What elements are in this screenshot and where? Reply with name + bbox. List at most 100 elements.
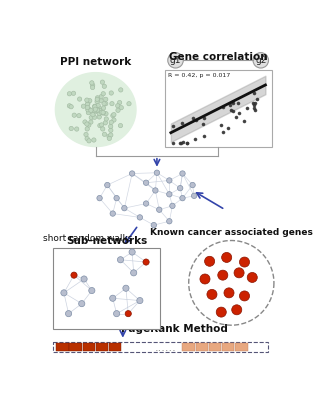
Circle shape: [107, 134, 111, 138]
Circle shape: [180, 196, 185, 201]
Circle shape: [86, 108, 90, 112]
Circle shape: [112, 112, 116, 117]
Circle shape: [200, 274, 210, 284]
Circle shape: [95, 108, 99, 112]
Circle shape: [67, 92, 72, 96]
Circle shape: [167, 178, 172, 183]
Circle shape: [93, 104, 97, 108]
Point: [228, 107, 233, 113]
Circle shape: [239, 291, 249, 301]
Circle shape: [111, 114, 115, 118]
Circle shape: [104, 102, 108, 106]
Point: [179, 120, 184, 126]
Circle shape: [156, 207, 162, 212]
Circle shape: [92, 115, 97, 120]
Circle shape: [143, 180, 149, 186]
Circle shape: [117, 100, 122, 105]
Circle shape: [97, 196, 102, 201]
Circle shape: [85, 122, 89, 126]
Point: [252, 107, 257, 114]
Circle shape: [67, 104, 72, 108]
Circle shape: [93, 107, 97, 111]
Circle shape: [125, 310, 131, 317]
Circle shape: [167, 218, 172, 224]
Circle shape: [116, 108, 120, 112]
Text: PageRank Method: PageRank Method: [121, 324, 228, 334]
Point: [171, 123, 176, 130]
Circle shape: [224, 288, 234, 298]
Circle shape: [110, 295, 116, 301]
Circle shape: [85, 136, 89, 141]
Circle shape: [104, 97, 108, 102]
Circle shape: [104, 112, 108, 116]
Circle shape: [90, 83, 95, 87]
Circle shape: [180, 171, 185, 176]
Circle shape: [99, 94, 103, 99]
Point: [251, 105, 256, 111]
Circle shape: [84, 132, 88, 137]
Circle shape: [177, 186, 183, 191]
Point: [252, 102, 257, 108]
Point: [201, 121, 206, 127]
Circle shape: [232, 305, 242, 315]
Text: g1: g1: [170, 56, 181, 65]
Bar: [109, 343, 121, 351]
Point: [180, 138, 185, 145]
Circle shape: [89, 116, 93, 120]
Circle shape: [143, 201, 149, 206]
Point: [250, 100, 255, 106]
Point: [252, 90, 257, 96]
Circle shape: [109, 120, 113, 124]
Circle shape: [247, 272, 257, 282]
Circle shape: [102, 102, 106, 106]
Circle shape: [69, 104, 73, 109]
Circle shape: [90, 110, 95, 114]
Circle shape: [131, 270, 137, 276]
Point: [170, 140, 175, 146]
Circle shape: [87, 139, 91, 143]
Circle shape: [151, 222, 156, 228]
Circle shape: [110, 102, 114, 106]
Polygon shape: [55, 73, 136, 146]
Point: [241, 118, 246, 124]
Bar: [69, 343, 82, 351]
Circle shape: [123, 285, 129, 291]
Circle shape: [86, 110, 90, 115]
Bar: [235, 343, 248, 351]
Circle shape: [93, 108, 97, 113]
Circle shape: [114, 310, 120, 317]
Point: [178, 140, 183, 146]
Point: [192, 136, 197, 142]
Point: [229, 99, 234, 105]
Circle shape: [85, 127, 90, 131]
Circle shape: [104, 117, 109, 121]
Circle shape: [103, 121, 108, 125]
Circle shape: [89, 288, 95, 294]
Circle shape: [117, 257, 124, 263]
Circle shape: [95, 97, 99, 102]
Circle shape: [168, 53, 183, 68]
Circle shape: [115, 104, 120, 108]
Circle shape: [88, 98, 92, 103]
Circle shape: [119, 106, 123, 110]
Bar: [222, 343, 234, 351]
Circle shape: [122, 206, 127, 211]
Circle shape: [109, 91, 113, 95]
Circle shape: [85, 98, 89, 102]
Point: [245, 105, 250, 111]
Circle shape: [71, 91, 76, 96]
Circle shape: [61, 290, 67, 296]
Circle shape: [101, 110, 105, 115]
Circle shape: [100, 80, 105, 84]
Bar: [53, 342, 268, 352]
Circle shape: [83, 120, 87, 124]
Circle shape: [95, 107, 99, 111]
Circle shape: [72, 113, 76, 117]
Circle shape: [86, 101, 90, 106]
Circle shape: [100, 127, 105, 131]
Circle shape: [95, 108, 100, 112]
Circle shape: [85, 102, 90, 106]
Circle shape: [167, 192, 172, 197]
Circle shape: [95, 96, 100, 100]
Circle shape: [105, 182, 110, 188]
